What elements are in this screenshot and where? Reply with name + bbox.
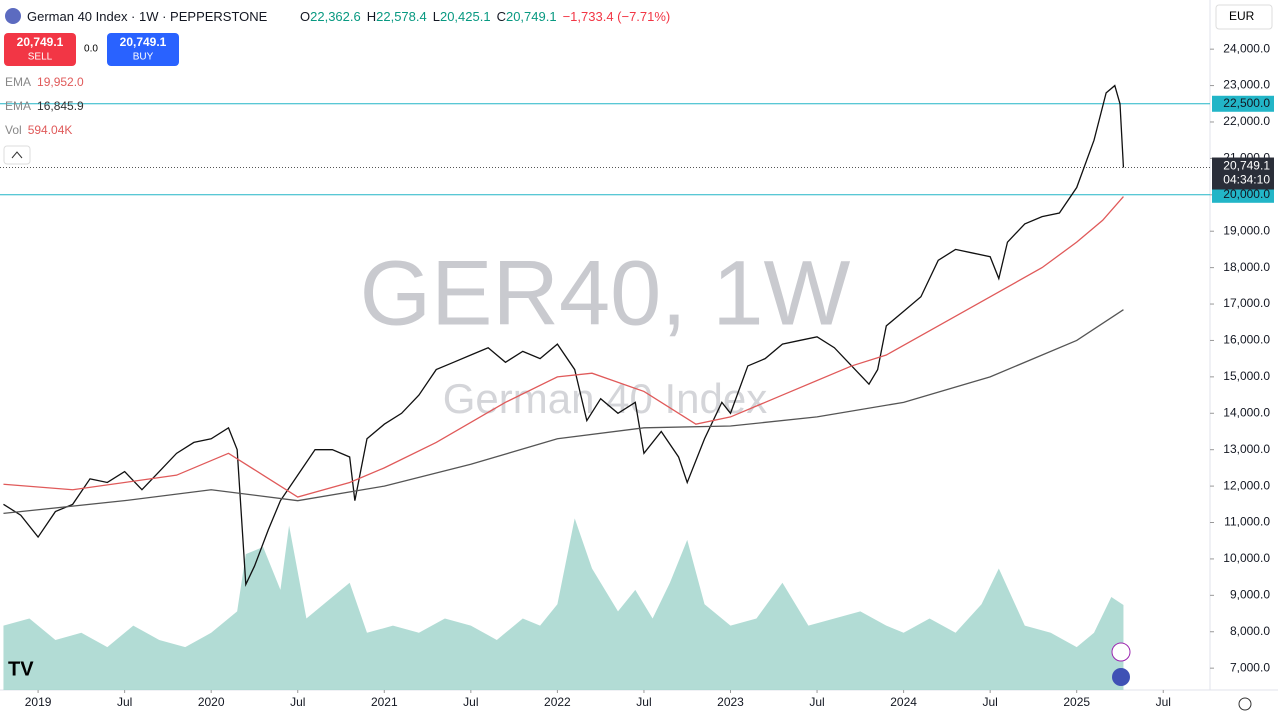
indicator: Vol 594.04K [5, 123, 90, 147]
x-tick-label: Jul [290, 695, 305, 709]
ohlc-item: 20,749.1 [505, 9, 557, 24]
collapse-button[interactable] [3, 145, 31, 165]
last-price-badge [1212, 157, 1274, 190]
y-tick-label: 14,000.0 [1223, 405, 1270, 419]
x-tick-label: Jul [117, 695, 132, 709]
countdown: 04:34:10 [1223, 173, 1270, 187]
x-tick-label: Jul [463, 695, 478, 709]
watermark: GER40, 1W [360, 242, 851, 344]
indicator-value: 594.04K [27, 123, 73, 137]
y-tick-label: 16,000.0 [1223, 333, 1270, 347]
y-tick-label: 10,000.0 [1223, 551, 1270, 565]
y-tick-label: 15,000.0 [1223, 369, 1270, 383]
sell-price[interactable]: 20,749.1 [17, 35, 64, 49]
ohlc-item: O [300, 9, 311, 24]
settings-icon[interactable] [1238, 697, 1252, 711]
x-tick-label: 2021 [371, 695, 398, 709]
ohlc-item: L [432, 9, 440, 24]
ohlc-item: C [496, 9, 506, 24]
level-label: 20,000.0 [1223, 187, 1270, 201]
level-badge [1212, 95, 1274, 112]
y-tick-label: 22,000.0 [1223, 114, 1270, 128]
x-tick-label: 2023 [717, 695, 744, 709]
logo: TV [8, 658, 34, 680]
sell-button[interactable] [4, 33, 76, 66]
y-tick-label: 17,000.0 [1223, 296, 1270, 310]
buy-price[interactable]: 20,749.1 [120, 35, 167, 49]
ohlc-item: −1,733.4 (−7.71%) [562, 9, 671, 24]
x-tick-label: Jul [809, 695, 824, 709]
currency[interactable]: EUR [1229, 9, 1255, 23]
symbol: German 40 Index · 1W · PEPPERSTONE [27, 9, 268, 24]
x-tick-label: Jul [1156, 695, 1171, 709]
level-badge [1212, 186, 1274, 203]
y-tick-label: 11,000.0 [1224, 515, 1270, 529]
spread: 0.0 [84, 44, 98, 55]
watermark-sub: German 40 Index [443, 375, 768, 422]
indicators: EMA 19,952.0 EMA 16,845.9 Vol 594.04K [5, 75, 90, 147]
indicator-name: EMA [5, 75, 32, 89]
x-tick-label: Jul [636, 695, 651, 709]
y-tick-label: 7,000.0 [1230, 660, 1270, 674]
globe-icon[interactable] [1112, 668, 1130, 686]
y-tick-label: 13,000.0 [1223, 442, 1270, 456]
ohlc-item: 22,578.4 [376, 9, 427, 24]
last-price-label: 20,749.1 [1223, 159, 1270, 173]
y-tick-label: 19,000.0 [1223, 223, 1270, 237]
ohlc-item: 22,362.6 [310, 9, 361, 24]
indicator-value: 16,845.9 [37, 99, 84, 113]
buy-button[interactable] [107, 33, 179, 66]
y-tick-label: 24,000.0 [1223, 41, 1270, 55]
y-tick-label: 23,000.0 [1223, 78, 1270, 92]
level-label: 22,500.0 [1223, 96, 1270, 110]
indicator-value: 19,952.0 [37, 75, 84, 89]
x-tick-label: Jul [982, 695, 997, 709]
collapse-icon[interactable] [11, 151, 23, 159]
indicator: EMA 16,845.9 [5, 99, 90, 123]
y-tick-label: 18,000.0 [1223, 260, 1270, 274]
ohlc-item: H [366, 9, 377, 24]
series-line [3, 309, 1124, 515]
x-tick-label: 2020 [198, 695, 225, 709]
symbol-icon [5, 8, 21, 24]
flash-icon[interactable] [1111, 642, 1131, 662]
x-tick-label: 2025 [1063, 695, 1090, 709]
volume-area [3, 518, 1124, 690]
y-tick-label: 9,000.0 [1230, 588, 1270, 602]
y-tick-label: 12,000.0 [1223, 478, 1270, 492]
y-tick-label: 8,000.0 [1230, 624, 1270, 638]
ohlc: O22,362.6 H22,578.4 L20,425.1 C20,749.1 −1,7… [300, 9, 670, 24]
series-line [3, 84, 1125, 587]
indicator-name: EMA [5, 99, 32, 113]
x-tick-label: 2022 [544, 695, 571, 709]
series-line [3, 196, 1124, 498]
x-tick-label: 2019 [25, 695, 52, 709]
indicator: EMA 19,952.0 [5, 75, 90, 99]
buy-label[interactable]: BUY [133, 52, 154, 63]
x-tick-label: 2024 [890, 695, 917, 709]
ohlc-item: 20,425.1 [439, 9, 491, 24]
currency-button[interactable] [1215, 4, 1273, 30]
sell-label[interactable]: SELL [28, 52, 53, 63]
indicator-name: Vol [5, 123, 22, 137]
